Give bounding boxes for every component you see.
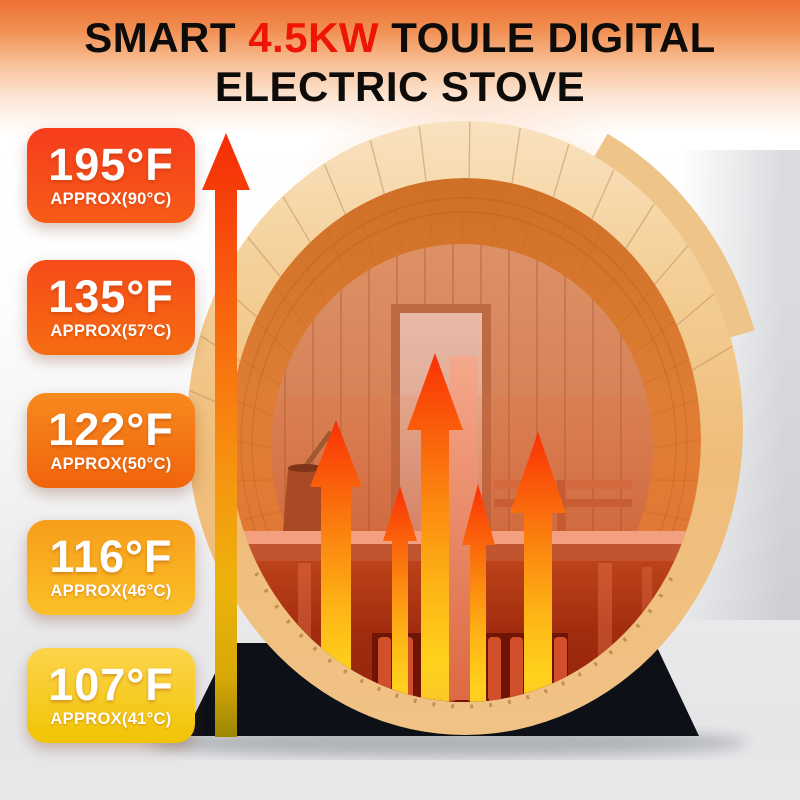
title-line-2: ELECTRIC STOVE: [214, 62, 586, 110]
bucket-rim: [288, 464, 322, 472]
temp-celsius: APPROX(50°C): [50, 455, 172, 473]
temp-fahrenheit: 195°F: [48, 139, 174, 190]
temp-badge-107f: 107°F APPROX(41°C): [27, 648, 195, 743]
title-power-highlight: 4.5KW: [248, 14, 380, 61]
temp-badge-122f: 122°F APPROX(50°C): [27, 393, 195, 488]
title-line-1: SMART 4.5KW TOULE DIGITAL: [0, 14, 800, 63]
product-title: SMART 4.5KW TOULE DIGITAL ELECTRIC STOVE: [0, 14, 800, 111]
heat-arrow: [462, 484, 495, 702]
temp-fahrenheit: 107°F: [48, 659, 174, 710]
title-smart: SMART: [84, 14, 249, 61]
temp-badge-195f: 195°F APPROX(90°C): [27, 128, 195, 223]
temp-badge-135f: 135°F APPROX(57°C): [27, 260, 195, 355]
heat-arrow: [383, 486, 417, 702]
temp-celsius: APPROX(57°C): [50, 322, 172, 340]
temp-fahrenheit: 122°F: [48, 404, 174, 455]
heat-arrow: [407, 353, 463, 702]
temp-fahrenheit: 116°F: [49, 531, 173, 582]
roof-cap-board: [594, 133, 755, 338]
temp-celsius: APPROX(46°C): [50, 582, 172, 600]
temp-badge-116f: 116°F APPROX(46°C): [27, 520, 195, 615]
temperature-scale-arrow: [202, 133, 250, 737]
temp-celsius: APPROX(90°C): [50, 190, 172, 208]
title-toule-digital: TOULE DIGITAL: [379, 14, 716, 61]
temp-celsius: APPROX(41°C): [50, 710, 172, 728]
heat-arrow: [510, 432, 566, 702]
temp-fahrenheit: 135°F: [48, 271, 174, 322]
